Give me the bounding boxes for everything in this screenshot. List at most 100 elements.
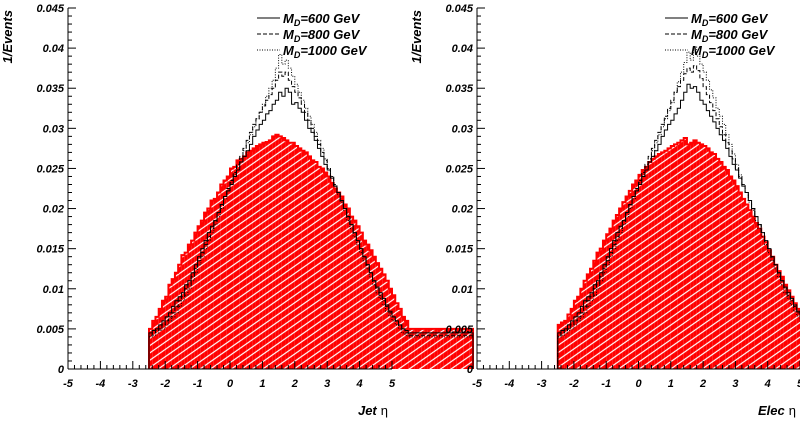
background-bar — [152, 320, 156, 369]
background-bar — [317, 166, 321, 369]
background-bar — [165, 296, 169, 369]
background-bar — [780, 276, 784, 369]
background-bar — [265, 141, 269, 369]
background-bar — [609, 228, 613, 369]
background-bar — [349, 216, 354, 369]
background-bar — [567, 314, 571, 369]
background-bar — [615, 214, 620, 369]
background-bar — [745, 204, 749, 369]
background-bar — [187, 244, 192, 369]
background-bar — [230, 168, 234, 369]
background-bar — [194, 232, 198, 369]
legend-text: =1000 GeV — [300, 43, 367, 58]
x-axis-title-symbol: η — [381, 403, 388, 418]
background-bar — [722, 166, 726, 369]
background-bar — [748, 210, 752, 369]
background-bar — [469, 328, 473, 369]
background-bar — [395, 303, 399, 369]
background-bar — [272, 136, 276, 369]
background-bar — [155, 316, 159, 369]
background-bar — [255, 145, 260, 369]
background-histogram — [149, 134, 473, 369]
background-bar — [728, 176, 733, 369]
x-tick-label: 3 — [732, 378, 738, 390]
background-bar — [456, 328, 461, 369]
x-tick-label: -1 — [193, 378, 203, 390]
background-bar — [200, 220, 205, 369]
background-bar — [557, 324, 561, 369]
background-bar — [654, 156, 658, 369]
background-bar — [793, 303, 797, 369]
background-histogram — [557, 137, 800, 369]
background-bar — [301, 150, 305, 369]
series-line-solid — [557, 83, 800, 369]
background-bar — [207, 208, 211, 369]
background-bar — [735, 186, 739, 369]
series-line-dotted — [148, 54, 474, 369]
background-bar — [171, 279, 175, 369]
background-bar — [213, 198, 218, 369]
background-bar — [366, 244, 370, 369]
background-bar — [424, 328, 428, 369]
background-bar — [268, 140, 273, 369]
y-tick-label: 0.035 — [36, 83, 64, 95]
background-bar — [417, 328, 422, 369]
background-bar — [226, 176, 230, 369]
background-bar — [657, 154, 662, 369]
background-bar — [599, 248, 603, 369]
background-bar — [362, 240, 367, 369]
legend-text: =800 GeV — [708, 27, 768, 42]
background-bar — [560, 322, 565, 369]
x-tick-label: -4 — [96, 378, 106, 390]
background-bar — [414, 328, 418, 369]
legend-symbol: M — [691, 43, 703, 58]
background-bar — [767, 250, 771, 369]
background-outline — [148, 133, 474, 369]
background-bar — [246, 152, 250, 369]
background-bar — [427, 328, 431, 369]
background-bar — [606, 234, 610, 369]
background-bar — [674, 144, 678, 369]
background-bar — [693, 140, 697, 369]
background-bar — [741, 198, 746, 369]
background-bar — [761, 236, 765, 369]
x-tick-label: -2 — [569, 378, 579, 390]
background-bar — [161, 300, 166, 369]
background-bar — [573, 300, 578, 369]
legend-subscript: D — [702, 34, 709, 44]
background-bar — [466, 328, 470, 369]
legend-text: =600 GeV — [708, 11, 768, 26]
background-bar — [770, 256, 775, 369]
background-bar — [619, 208, 623, 369]
y-tick-label: 0.045 — [445, 3, 473, 15]
background-bar — [314, 162, 318, 369]
background-bar — [220, 184, 224, 369]
background-bar — [648, 162, 652, 369]
legend-subscript: D — [702, 18, 709, 28]
background-bar — [404, 320, 409, 369]
x-tick-label: 2 — [291, 378, 298, 390]
background-bar — [625, 196, 629, 369]
background-bar — [385, 280, 389, 369]
background-bar — [612, 220, 616, 369]
background-bar — [787, 290, 791, 369]
background-bar — [291, 142, 295, 369]
background-bar — [774, 264, 778, 369]
legend-entry: MD=1000 GeV — [283, 43, 368, 60]
x-tick-label: 5 — [389, 378, 396, 390]
background-bar — [174, 272, 179, 369]
background-bar — [580, 288, 584, 369]
background-bar — [677, 142, 681, 369]
background-bar — [564, 320, 568, 369]
background-bar — [628, 190, 633, 369]
y-tick-label: 0.03 — [452, 123, 473, 135]
legend-entry: MD=800 GeV — [691, 27, 769, 44]
background-bar — [577, 296, 581, 369]
x-tick-label: -1 — [601, 378, 611, 390]
y-tick-label: 0.01 — [452, 284, 473, 296]
background-bar — [178, 264, 182, 369]
background-bar — [249, 150, 253, 369]
background-bar — [651, 158, 655, 369]
background-bar — [382, 274, 386, 369]
background-bar — [719, 162, 723, 369]
